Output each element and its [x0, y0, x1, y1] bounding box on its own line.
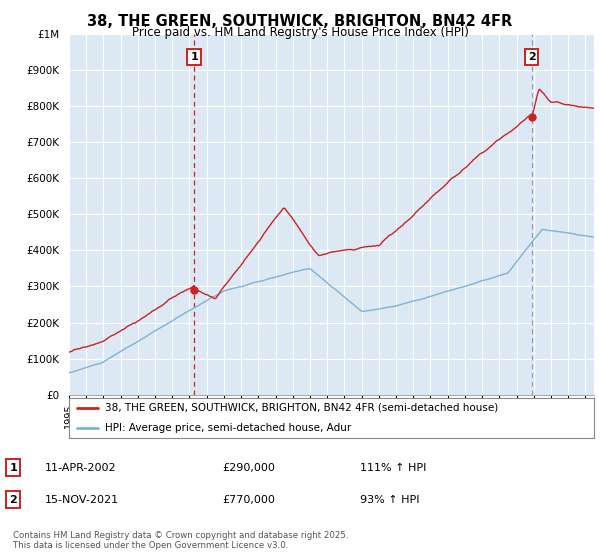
- Text: Contains HM Land Registry data © Crown copyright and database right 2025.
This d: Contains HM Land Registry data © Crown c…: [13, 531, 349, 550]
- Text: 2: 2: [528, 52, 536, 62]
- Text: £770,000: £770,000: [222, 494, 275, 505]
- Text: HPI: Average price, semi-detached house, Adur: HPI: Average price, semi-detached house,…: [105, 423, 351, 433]
- Text: 1: 1: [190, 52, 198, 62]
- Text: £290,000: £290,000: [222, 463, 275, 473]
- Text: Price paid vs. HM Land Registry's House Price Index (HPI): Price paid vs. HM Land Registry's House …: [131, 26, 469, 39]
- Text: 38, THE GREEN, SOUTHWICK, BRIGHTON, BN42 4FR (semi-detached house): 38, THE GREEN, SOUTHWICK, BRIGHTON, BN42…: [105, 403, 498, 413]
- Text: 111% ↑ HPI: 111% ↑ HPI: [360, 463, 427, 473]
- Text: 11-APR-2002: 11-APR-2002: [45, 463, 116, 473]
- Text: 2: 2: [10, 494, 17, 505]
- Text: 38, THE GREEN, SOUTHWICK, BRIGHTON, BN42 4FR: 38, THE GREEN, SOUTHWICK, BRIGHTON, BN42…: [88, 14, 512, 29]
- Text: 93% ↑ HPI: 93% ↑ HPI: [360, 494, 419, 505]
- Text: 15-NOV-2021: 15-NOV-2021: [45, 494, 119, 505]
- Text: 1: 1: [10, 463, 17, 473]
